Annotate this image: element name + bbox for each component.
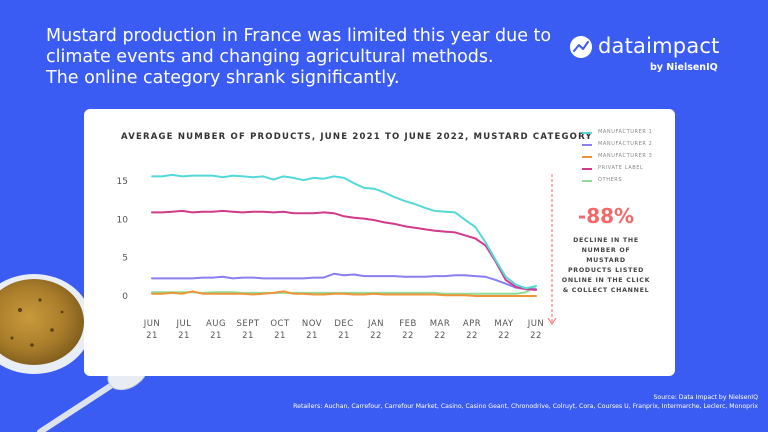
x-tick-year: 22 (530, 331, 542, 341)
decline-description-line: ONLINE IN THE CLICK (561, 277, 651, 284)
decline-description-line: PRODUCTS LISTED (567, 267, 644, 274)
series-line (151, 272, 537, 291)
logo-sub: by NielsenIQ (650, 62, 718, 73)
x-tick-month: FEB (399, 319, 417, 329)
x-tick-year: 21 (210, 331, 222, 341)
x-tick-year: 21 (242, 331, 254, 341)
x-tick-year: 22 (466, 331, 478, 341)
legend-swatch (582, 156, 592, 158)
x-tick-year: 22 (370, 331, 382, 341)
decline-description: DECLINE IN THE NUMBER OF MUSTARD PRODUCTS … (561, 236, 651, 296)
x-tick-month: JAN (367, 319, 384, 329)
series-line (151, 285, 537, 295)
x-tick-month: AUG (206, 319, 226, 329)
logo-mark-icon (570, 36, 592, 58)
y-tick-label: 15 (117, 177, 128, 187)
dataimpact-logo: dataimpact by NielsenIQ (570, 34, 730, 78)
x-tick-year: 21 (146, 331, 158, 341)
source-note: Source: Data Impact by NielsenIQ Retaile… (18, 393, 758, 411)
x-tick-month: MAY (494, 319, 513, 329)
headline-line-2: climate events and changing agricultural… (46, 47, 494, 67)
y-tick-label: 10 (117, 215, 129, 225)
decline-percentage: -88% (577, 204, 635, 228)
x-tick-month: NOV (302, 319, 322, 329)
decline-description-line: DECLINE IN THE (573, 237, 639, 244)
decline-description-line: & COLLECT CHANNEL (562, 287, 650, 294)
legend-label: OTHERS (598, 177, 623, 183)
x-tick-month: JUL (176, 319, 192, 329)
line-chart: 0 5 10 15 JUN 21 JUL 21 AUG 21 SEPT 21 OCT 21 NOV 21 DEC… (117, 173, 557, 341)
headline: Mustard production in France was limited… (46, 26, 566, 89)
source-line: Source: Data Impact by NielsenIQ (653, 394, 759, 401)
legend-swatch (582, 180, 592, 182)
x-tick-year: 22 (498, 331, 510, 341)
legend-label: PRIVATE LABEL (598, 165, 644, 171)
x-tick-month: SEPT (236, 319, 259, 329)
x-tick-year: 21 (178, 331, 190, 341)
x-tick-month: DEC (334, 319, 353, 329)
legend-label: MANUFACTURER 1 (598, 129, 653, 135)
x-tick-month: OCT (270, 319, 290, 329)
x-tick-month: MAR (430, 319, 451, 329)
x-tick-month: APR (463, 319, 481, 329)
series-line (151, 173, 537, 290)
legend-label: MANUFACTURER 3 (598, 153, 653, 159)
x-tick-year: 21 (306, 331, 318, 341)
y-tick-label: 0 (122, 292, 128, 302)
legend-swatch (582, 144, 592, 146)
series-line (151, 209, 537, 291)
decline-description-line: NUMBER OF MUSTARD (581, 247, 631, 264)
logo-name: dataimpact (598, 34, 720, 58)
chart-card: AVERAGE NUMBER OF PRODUCTS, JUNE 2021 TO… (84, 109, 675, 376)
x-tick-year: 21 (338, 331, 350, 341)
legend-label: MANUFACTURER 2 (598, 141, 653, 147)
x-tick-month: JUN (143, 319, 161, 329)
legend-swatch (582, 168, 592, 170)
bowl-mustard (0, 279, 84, 365)
headline-line-3: The online category shrank significantly… (46, 68, 400, 88)
chart-title: AVERAGE NUMBER OF PRODUCTS, JUNE 2021 TO… (121, 132, 593, 142)
spoon-handle (37, 382, 115, 432)
x-tick-year: 21 (274, 331, 286, 341)
legend-swatch (582, 132, 592, 134)
x-tick-month: JUN (527, 319, 545, 329)
retailers-line: Retailers: Auchan, Carrefour, Carrefour … (293, 403, 758, 410)
x-tick-year: 22 (434, 331, 446, 341)
decline-arrow-head (547, 317, 557, 325)
series-line (151, 290, 537, 297)
y-tick-label: 5 (122, 254, 128, 264)
headline-line-1: Mustard production in France was limited… (46, 26, 552, 46)
x-tick-year: 22 (402, 331, 414, 341)
